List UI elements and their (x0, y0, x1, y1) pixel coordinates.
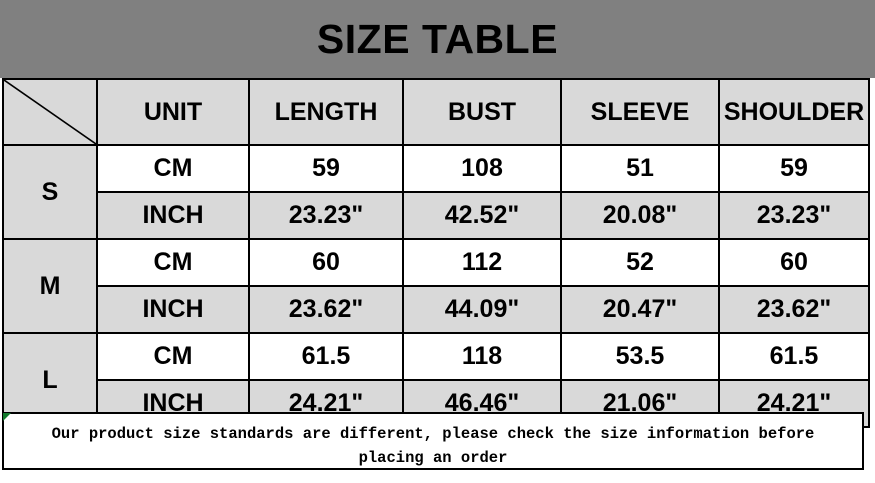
column-header-shoulder: SHOULDER (718, 78, 870, 146)
table-row: M CM 60 112 52 60 (2, 238, 870, 334)
cell-length: 61.5 (248, 332, 404, 381)
column-header-length: LENGTH (248, 78, 404, 146)
column-header-unit: UNIT (96, 78, 250, 146)
cell-bust: 108 (402, 144, 562, 193)
cell-shoulder: 61.5 (718, 332, 870, 381)
page-title: SIZE TABLE (316, 15, 559, 62)
cell-unit: CM (96, 144, 250, 193)
title-band: SIZE TABLE (0, 0, 875, 78)
size-table: UNIT LENGTH BUST SLEEVE SHOULDER S CM 59… (2, 78, 870, 428)
cell-shoulder: 60 (718, 238, 870, 287)
cell-shoulder: 23.23" (718, 191, 870, 240)
table-row: INCH 23.62" 44.09" 20.47" 23.62" (3, 285, 870, 334)
cell-bust: 118 (402, 332, 562, 381)
cell-bust: 42.52" (402, 191, 562, 240)
cell-unit: INCH (96, 285, 250, 334)
footer-note: Our product size standards are different… (2, 412, 864, 470)
cell-bust: 44.09" (402, 285, 562, 334)
cell-bust: 112 (402, 238, 562, 287)
cell-sleeve: 20.47" (560, 285, 720, 334)
size-label-s: S (2, 144, 98, 240)
cell-sleeve: 51 (560, 144, 720, 193)
cell-sleeve: 53.5 (560, 332, 720, 381)
cell-unit: CM (96, 332, 250, 381)
table-header-row: UNIT LENGTH BUST SLEEVE SHOULDER (2, 78, 870, 146)
table-row: S CM 59 108 51 59 (2, 144, 870, 240)
diagonal-split-icon (2, 78, 98, 146)
column-header-sleeve: SLEEVE (560, 78, 720, 146)
cell-sleeve: 20.08" (560, 191, 720, 240)
cell-sleeve: 52 (560, 238, 720, 287)
cell-unit: CM (96, 238, 250, 287)
cell-length: 59 (248, 144, 404, 193)
cell-length: 23.62" (248, 285, 404, 334)
size-label-m: M (2, 238, 98, 334)
cell-shoulder: 59 (718, 144, 870, 193)
table-row: L CM 61.5 118 53.5 61.5 (2, 332, 870, 428)
column-header-bust: BUST (402, 78, 562, 146)
table-row: INCH 23.23" 42.52" 20.08" 23.23" (3, 191, 870, 240)
cell-unit: INCH (96, 191, 250, 240)
error-flag-icon (3, 413, 11, 421)
cell-length: 60 (248, 238, 404, 287)
cell-shoulder: 23.62" (718, 285, 870, 334)
cell-length: 23.23" (248, 191, 404, 240)
